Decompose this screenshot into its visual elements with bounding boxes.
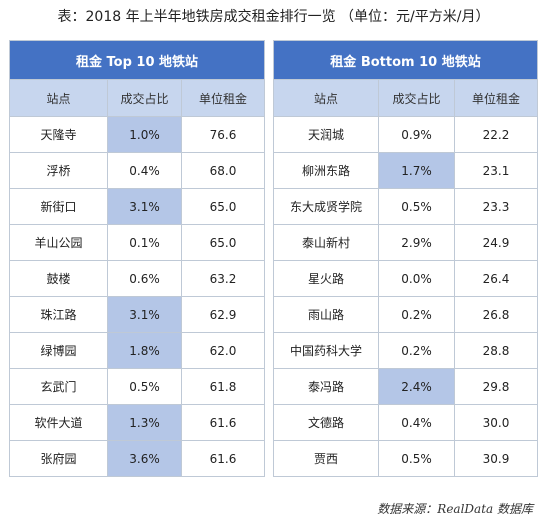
- data-source-note: 数据来源：RealData 数据库: [377, 502, 533, 516]
- share-cell: 0.6%: [107, 260, 182, 297]
- table-row: 张府园 3.6% 61.6: [9, 440, 265, 477]
- share-cell: 1.0%: [107, 116, 182, 153]
- station-cell: 泰冯路: [273, 368, 379, 405]
- table-row: 泰山新村 2.9% 24.9: [273, 224, 539, 261]
- station-cell: 东大成贤学院: [273, 188, 379, 225]
- top-10-table: 租金 Top 10 地铁站 站点 成交占比 单位租金 天隆寺 1.0% 76.6 浮桥…: [9, 40, 265, 477]
- share-cell: 0.1%: [107, 224, 182, 261]
- table-row: 雨山路 0.2% 26.8: [273, 296, 539, 333]
- rent-cell: 28.8: [453, 332, 539, 369]
- share-cell: 0.2%: [378, 296, 455, 333]
- table-row: 天润城 0.9% 22.2: [273, 116, 539, 153]
- table-caption: 表：2018 年上半年地铁房成交租金排行一览 （单位：元/平方米/月）: [57, 9, 490, 25]
- share-cell: 2.4%: [378, 368, 455, 405]
- share-cell: 3.6%: [107, 440, 182, 477]
- column-header-station: 站点: [9, 79, 108, 117]
- rent-cell: 62.0: [181, 332, 265, 369]
- table-row: 软件大道 1.3% 61.6: [9, 404, 265, 441]
- station-cell: 软件大道: [9, 404, 108, 441]
- station-cell: 雨山路: [273, 296, 379, 333]
- table-row: 文德路 0.4% 30.0: [273, 404, 539, 441]
- station-cell: 泰山新村: [273, 224, 379, 261]
- share-cell: 1.7%: [378, 152, 455, 189]
- rent-cell: 61.6: [181, 404, 265, 441]
- bottom-10-header: 租金 Bottom 10 地铁站: [272, 40, 539, 80]
- rent-cell: 23.3: [453, 188, 539, 225]
- table-row: 绿博园 1.8% 62.0: [9, 332, 265, 369]
- table-row: 新街口 3.1% 65.0: [9, 188, 265, 225]
- table-row: 柳洲东路 1.7% 23.1: [273, 152, 539, 189]
- share-cell: 1.3%: [107, 404, 182, 441]
- share-cell: 0.4%: [378, 404, 455, 441]
- table-row: 星火路 0.0% 26.4: [273, 260, 539, 297]
- table-row: 浮桥 0.4% 68.0: [9, 152, 265, 189]
- station-cell: 浮桥: [9, 152, 108, 189]
- rent-cell: 30.9: [453, 440, 539, 477]
- share-cell: 3.1%: [107, 188, 182, 225]
- rent-cell: 61.6: [181, 440, 265, 477]
- station-cell: 天润城: [273, 116, 379, 153]
- column-header-rent: 单位租金: [181, 79, 265, 117]
- share-cell: 1.8%: [107, 332, 182, 369]
- rent-cell: 26.4: [453, 260, 539, 297]
- rent-cell: 62.9: [181, 296, 265, 333]
- rent-cell: 23.1: [453, 152, 539, 189]
- rent-cell: 65.0: [181, 224, 265, 261]
- share-cell: 0.9%: [378, 116, 455, 153]
- rent-cell: 24.9: [453, 224, 539, 261]
- share-cell: 0.0%: [378, 260, 455, 297]
- share-cell: 3.1%: [107, 296, 182, 333]
- share-cell: 0.2%: [378, 332, 455, 369]
- station-cell: 柳洲东路: [273, 152, 379, 189]
- column-header-share: 成交占比: [107, 79, 182, 117]
- share-cell: 0.5%: [378, 440, 455, 477]
- table-row: 玄武门 0.5% 61.8: [9, 368, 265, 405]
- station-cell: 玄武门: [9, 368, 108, 405]
- rent-cell: 76.6: [181, 116, 265, 153]
- rent-cell: 30.0: [453, 404, 539, 441]
- table-row: 贾西 0.5% 30.9: [273, 440, 539, 477]
- rent-cell: 68.0: [181, 152, 265, 189]
- rent-cell: 65.0: [181, 188, 265, 225]
- top-10-header: 租金 Top 10 地铁站: [9, 40, 265, 80]
- share-cell: 2.9%: [378, 224, 455, 261]
- station-cell: 珠江路: [9, 296, 108, 333]
- column-header-station: 站点: [273, 79, 379, 117]
- share-cell: 0.4%: [107, 152, 182, 189]
- station-cell: 贾西: [273, 440, 379, 477]
- station-cell: 星火路: [273, 260, 379, 297]
- table-row: 珠江路 3.1% 62.9: [9, 296, 265, 333]
- station-cell: 新街口: [9, 188, 108, 225]
- table-row: 东大成贤学院 0.5% 23.3: [273, 188, 539, 225]
- table-row: 天隆寺 1.0% 76.6: [9, 116, 265, 153]
- rent-cell: 63.2: [181, 260, 265, 297]
- station-cell: 羊山公园: [9, 224, 108, 261]
- station-cell: 中国药科大学: [273, 332, 379, 369]
- share-cell: 0.5%: [107, 368, 182, 405]
- station-cell: 鼓楼: [9, 260, 108, 297]
- station-cell: 文德路: [273, 404, 379, 441]
- station-cell: 绿博园: [9, 332, 108, 369]
- station-cell: 天隆寺: [9, 116, 108, 153]
- bottom-10-table: 租金 Bottom 10 地铁站 站点 成交占比 单位租金 天润城 0.9% 22.…: [272, 40, 539, 477]
- column-header-rent: 单位租金: [453, 79, 539, 117]
- rent-cell: 26.8: [453, 296, 539, 333]
- table-row: 泰冯路 2.4% 29.8: [273, 368, 539, 405]
- table-row: 羊山公园 0.1% 65.0: [9, 224, 265, 261]
- column-header-share: 成交占比: [378, 79, 455, 117]
- table-row: 鼓楼 0.6% 63.2: [9, 260, 265, 297]
- share-cell: 0.5%: [378, 188, 455, 225]
- rent-cell: 29.8: [453, 368, 539, 405]
- rent-cell: 22.2: [453, 116, 539, 153]
- station-cell: 张府园: [9, 440, 108, 477]
- table-row: 中国药科大学 0.2% 28.8: [273, 332, 539, 369]
- rent-cell: 61.8: [181, 368, 265, 405]
